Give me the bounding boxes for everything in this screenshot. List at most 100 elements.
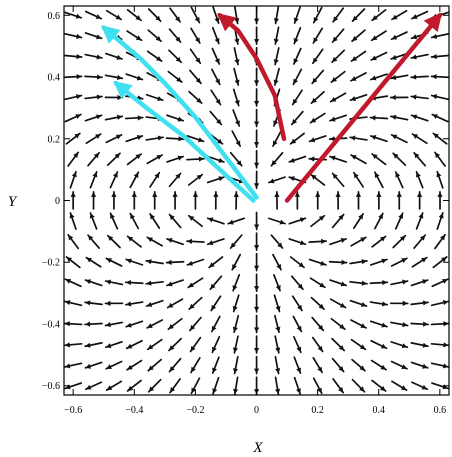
field-arrow (274, 314, 281, 334)
field-arrow (189, 48, 202, 65)
field-arrow (391, 9, 408, 21)
field-arrow (268, 217, 286, 225)
field-arrow (211, 68, 221, 86)
field-arrow (369, 320, 388, 328)
field-arrow (436, 212, 444, 230)
field-arrow (272, 253, 282, 271)
field-arrow (390, 257, 408, 267)
field-arrow (231, 130, 242, 148)
field-arrow (104, 94, 124, 101)
field-arrow (152, 191, 158, 210)
field-arrow (146, 319, 164, 329)
field-arrow (370, 30, 387, 42)
field-arrow (331, 213, 345, 229)
field-arrow (167, 70, 183, 83)
field-arrow (145, 135, 164, 141)
field-arrow (437, 191, 443, 210)
field-arrow (332, 7, 345, 23)
trajectory-line (284, 12, 443, 203)
field-arrow (254, 232, 260, 251)
field-arrow (376, 191, 382, 210)
field-arrow (253, 129, 260, 148)
field-arrow (293, 335, 302, 354)
field-arrow (309, 277, 326, 289)
field-arrow (410, 114, 429, 122)
field-arrow (329, 155, 348, 163)
field-arrow (288, 155, 307, 163)
field-arrow (390, 31, 408, 41)
field-arrow (168, 49, 182, 64)
field-arrow (168, 213, 182, 229)
field-arrow (63, 53, 83, 60)
field-arrow (233, 5, 240, 25)
field-arrow (104, 74, 124, 81)
field-arrow (166, 238, 184, 246)
field-arrow (126, 379, 142, 392)
field-arrow (430, 53, 450, 60)
field-arrow (389, 300, 409, 306)
field-arrow (310, 214, 326, 228)
field-arrow (206, 176, 225, 184)
field-arrow (147, 358, 162, 372)
field-arrow (369, 73, 388, 81)
field-arrow (253, 170, 260, 190)
field-arrow (413, 151, 427, 167)
x-tick-label: 0 (254, 405, 259, 416)
field-arrow (293, 6, 301, 24)
field-arrow (168, 28, 182, 43)
field-arrow (105, 360, 123, 370)
field-arrow (293, 26, 302, 45)
field-arrow (126, 30, 143, 42)
field-arrow (293, 356, 302, 374)
field-arrow (105, 341, 123, 349)
field-arrow (124, 279, 144, 286)
field-arrow (392, 152, 407, 167)
field-arrow (210, 89, 222, 106)
field-arrow (70, 191, 76, 210)
field-arrow (69, 170, 77, 189)
field-arrow (274, 191, 280, 210)
field-arrow (308, 238, 328, 244)
field-arrow (410, 74, 429, 80)
field-arrow (432, 256, 448, 269)
field-arrow (351, 8, 366, 22)
field-arrow (106, 152, 121, 166)
field-arrow (107, 234, 121, 249)
field-arrow (84, 94, 103, 100)
field-arrow (371, 153, 387, 166)
y-tick-label: −0.4 (42, 319, 60, 330)
field-arrow (233, 376, 239, 395)
field-arrow (190, 377, 201, 395)
field-arrow (211, 26, 220, 45)
field-arrow (105, 134, 123, 144)
field-arrow (166, 114, 184, 122)
field-arrow (350, 50, 367, 62)
field-arrow (350, 72, 367, 82)
field-arrow (186, 156, 205, 162)
field-arrow (206, 238, 225, 246)
field-arrow (168, 337, 182, 352)
field-arrow (411, 10, 429, 20)
field-arrow (64, 33, 83, 39)
field-arrow (186, 135, 205, 143)
field-arrow (389, 94, 409, 101)
field-arrow (187, 277, 204, 289)
field-arrow (332, 378, 345, 394)
field-arrow (105, 380, 123, 391)
field-arrow (253, 108, 260, 128)
field-arrow (126, 235, 142, 248)
y-axis-title: Y (8, 194, 18, 210)
field-arrow (125, 135, 144, 143)
field-arrow (268, 176, 286, 184)
field-arrow (410, 361, 429, 369)
field-arrow (111, 191, 117, 210)
field-arrow (274, 376, 281, 395)
field-arrow (253, 355, 260, 375)
field-arrow (351, 29, 366, 43)
field-arrow (270, 234, 284, 249)
field-arrow (126, 9, 142, 22)
field-arrow (349, 280, 368, 286)
field-arrow (410, 53, 429, 60)
field-arrow (308, 258, 327, 266)
field-arrow (125, 301, 144, 307)
